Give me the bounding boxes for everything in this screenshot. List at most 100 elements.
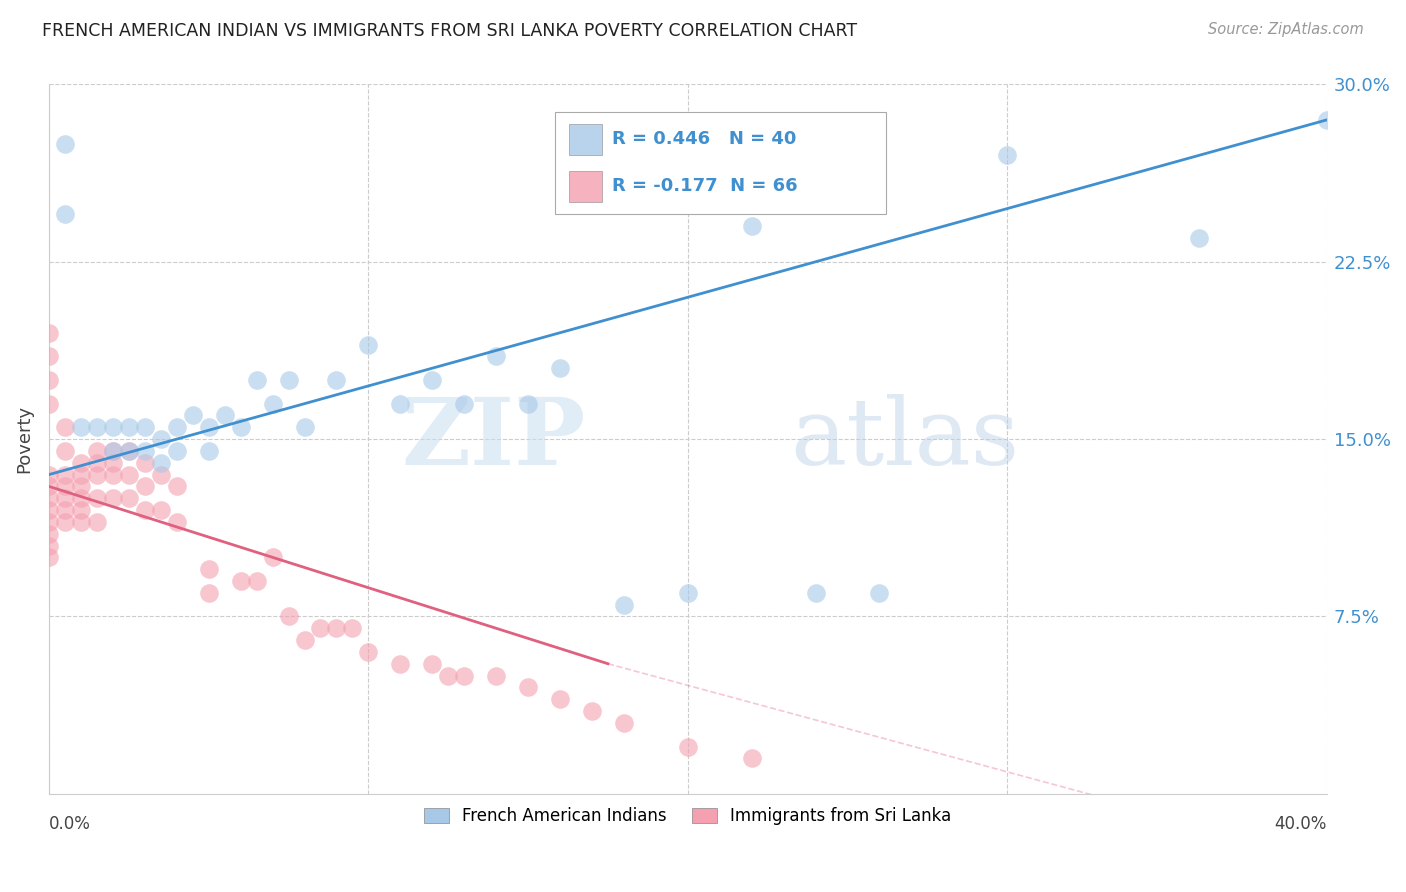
- Point: [246, 373, 269, 387]
- Point: [1188, 231, 1211, 245]
- Point: [86, 456, 108, 470]
- Point: [38, 467, 60, 482]
- Point: [453, 397, 475, 411]
- Legend: French American Indians, Immigrants from Sri Lanka: French American Indians, Immigrants from…: [418, 800, 959, 831]
- Point: [38, 539, 60, 553]
- Point: [741, 219, 763, 234]
- Point: [53, 420, 76, 434]
- Point: [118, 420, 141, 434]
- Point: [149, 503, 172, 517]
- Point: [70, 479, 93, 493]
- Point: [869, 586, 891, 600]
- Point: [214, 409, 236, 423]
- FancyBboxPatch shape: [568, 124, 602, 154]
- Point: [294, 633, 316, 648]
- Point: [246, 574, 269, 588]
- Point: [613, 715, 636, 730]
- Point: [741, 751, 763, 765]
- Text: Source: ZipAtlas.com: Source: ZipAtlas.com: [1208, 22, 1364, 37]
- Point: [325, 373, 347, 387]
- Point: [38, 526, 60, 541]
- Point: [197, 586, 219, 600]
- Point: [197, 420, 219, 434]
- Point: [277, 373, 299, 387]
- Point: [38, 550, 60, 565]
- Point: [1316, 112, 1339, 127]
- Point: [101, 467, 124, 482]
- Point: [149, 456, 172, 470]
- Text: R = 0.446   N = 40: R = 0.446 N = 40: [612, 130, 796, 148]
- Point: [357, 645, 380, 659]
- Point: [118, 467, 141, 482]
- Point: [149, 432, 172, 446]
- Point: [437, 668, 460, 682]
- Point: [676, 586, 699, 600]
- Point: [134, 456, 156, 470]
- Point: [229, 574, 252, 588]
- Point: [197, 562, 219, 576]
- Y-axis label: Poverty: Poverty: [15, 405, 32, 473]
- Point: [86, 515, 108, 529]
- Point: [38, 397, 60, 411]
- Point: [166, 515, 188, 529]
- Point: [86, 420, 108, 434]
- FancyBboxPatch shape: [568, 171, 602, 202]
- Point: [134, 479, 156, 493]
- Text: 0.0%: 0.0%: [49, 815, 91, 833]
- Point: [134, 503, 156, 517]
- Point: [676, 739, 699, 754]
- Point: [517, 397, 540, 411]
- Point: [38, 503, 60, 517]
- Point: [342, 621, 364, 635]
- Point: [101, 491, 124, 506]
- Point: [38, 515, 60, 529]
- Point: [420, 373, 443, 387]
- Point: [229, 420, 252, 434]
- Point: [70, 467, 93, 482]
- Point: [70, 503, 93, 517]
- Point: [262, 550, 284, 565]
- Point: [53, 503, 76, 517]
- Point: [70, 420, 93, 434]
- Point: [53, 207, 76, 221]
- Point: [453, 668, 475, 682]
- Point: [134, 444, 156, 458]
- Point: [325, 621, 347, 635]
- Text: FRENCH AMERICAN INDIAN VS IMMIGRANTS FROM SRI LANKA POVERTY CORRELATION CHART: FRENCH AMERICAN INDIAN VS IMMIGRANTS FRO…: [42, 22, 858, 40]
- Point: [38, 373, 60, 387]
- Point: [118, 444, 141, 458]
- Point: [166, 479, 188, 493]
- Text: ZIP: ZIP: [401, 394, 586, 484]
- Point: [101, 420, 124, 434]
- Point: [166, 420, 188, 434]
- FancyBboxPatch shape: [555, 112, 886, 214]
- Point: [197, 444, 219, 458]
- Point: [101, 456, 124, 470]
- Point: [277, 609, 299, 624]
- Point: [995, 148, 1018, 162]
- Point: [101, 444, 124, 458]
- Text: R = -0.177  N = 66: R = -0.177 N = 66: [612, 178, 797, 195]
- Point: [118, 444, 141, 458]
- Point: [86, 444, 108, 458]
- Point: [53, 479, 76, 493]
- Text: atlas: atlas: [790, 394, 1019, 484]
- Point: [548, 692, 571, 706]
- Point: [548, 361, 571, 376]
- Point: [38, 326, 60, 340]
- Point: [53, 136, 76, 151]
- Point: [86, 467, 108, 482]
- Point: [70, 491, 93, 506]
- Point: [485, 350, 508, 364]
- Point: [357, 337, 380, 351]
- Point: [53, 491, 76, 506]
- Point: [420, 657, 443, 671]
- Point: [389, 657, 412, 671]
- Point: [485, 668, 508, 682]
- Point: [53, 444, 76, 458]
- Point: [294, 420, 316, 434]
- Point: [613, 598, 636, 612]
- Point: [53, 515, 76, 529]
- Point: [118, 491, 141, 506]
- Point: [517, 681, 540, 695]
